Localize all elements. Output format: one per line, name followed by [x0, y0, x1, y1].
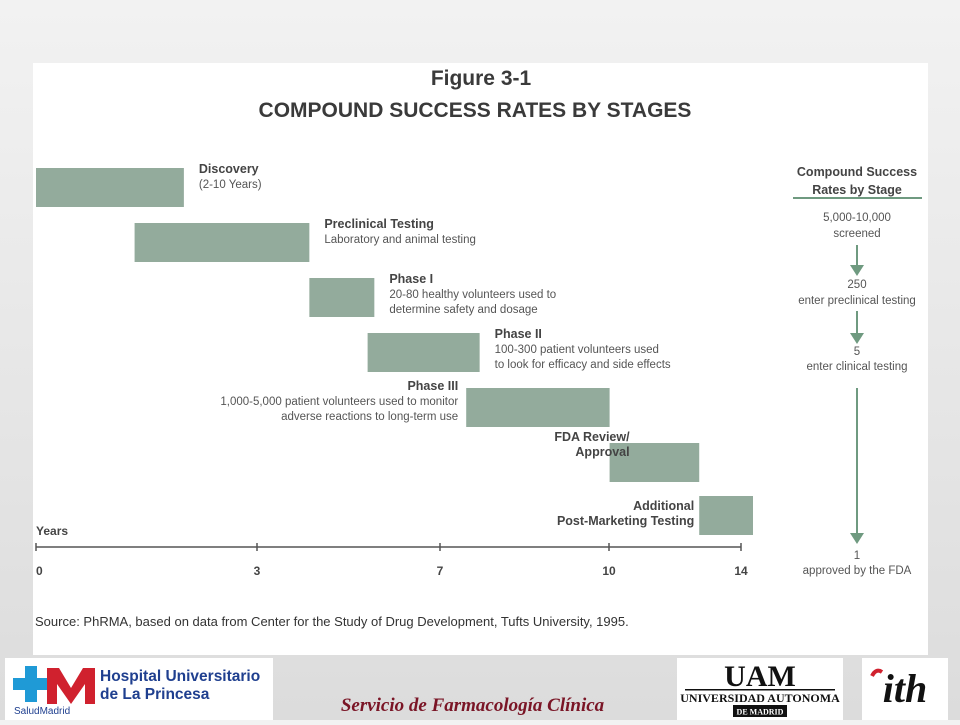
stage-label-3-1: 100-300 patient volunteers used [495, 344, 659, 356]
hospital-logo: Hospital Universitario de La Princesa Sa… [5, 658, 273, 720]
years-axis: Years 0 3 7 10 14 [35, 524, 748, 578]
stage-bar-2 [309, 278, 375, 317]
ith-logo: ith [862, 658, 948, 720]
uam-name: UNIVERSIDAD AUTONOMA [680, 691, 840, 705]
stage-bar-6 [699, 496, 753, 535]
uam-logo: UAM UNIVERSIDAD AUTONOMA DE MADRID [677, 658, 843, 720]
rates-title-1: Rates by Stage [812, 183, 902, 197]
figure-title: Figure 3-1 [431, 67, 532, 90]
rate-value-1: 250 [847, 279, 866, 291]
rate-arrow-head-1 [850, 333, 864, 344]
stage-label-0-1: (2-10 Years) [199, 179, 262, 191]
stage-label-4-0: Phase III [407, 379, 458, 393]
uam-letters: UAM [724, 660, 796, 693]
success-rates-panel: Compound Success Rates by Stage 5,000-10,0… [793, 165, 922, 577]
axis-label: Years [36, 524, 68, 538]
rate-value-0: 5,000-10,000 [823, 212, 891, 224]
axis-tick-label-10: 10 [602, 564, 616, 578]
stage-label-1-0: Preclinical Testing [324, 217, 434, 231]
stage-bar-0 [36, 168, 184, 207]
uam-subtitle: DE MADRID [737, 708, 784, 717]
rate-value-3: 1 [854, 550, 860, 562]
stage-bars: Discovery (2-10 Years) Preclinical Testing… [36, 162, 753, 535]
axis-tick-label-3: 3 [254, 564, 261, 578]
hospital-name: Hospital Universitario de La Princesa [100, 668, 261, 703]
compound-success-chart: Figure 3-1 COMPOUND SUCCESS RATES BY STA… [35, 67, 922, 629]
stage-label-0-0: Discovery [199, 162, 259, 176]
hospital-emblem-icon [13, 666, 95, 704]
stage-bar-1 [134, 223, 310, 262]
stage-bar-5 [609, 443, 700, 482]
stage-label-6-0: Additional [633, 499, 694, 513]
stage-label-6-1: Post-Marketing Testing [557, 514, 694, 528]
stage-bar-3 [367, 333, 480, 372]
stage-label-5-1: Approval [575, 445, 629, 459]
figure-panel: Figure 3-1 COMPOUND SUCCESS RATES BY STA… [33, 63, 928, 655]
stage-label-2-1: 20-80 healthy volunteers used to [389, 289, 556, 301]
stage-label-1-1: Laboratory and animal testing [324, 234, 476, 246]
footer: Hospital Universitario de La Princesa Sa… [0, 655, 960, 720]
rate-label-3: approved by the FDA [803, 565, 912, 577]
rate-arrow-head-2 [850, 533, 864, 544]
rate-value-2: 5 [854, 346, 860, 358]
stage-label-4-2: adverse reactions to long-term use [281, 411, 458, 423]
rate-arrow-head-0 [850, 265, 864, 276]
stage-label-2-2: determine safety and dosage [389, 304, 537, 316]
figure-source: Source: PhRMA, based on data from Center… [35, 614, 629, 629]
rate-label-1: enter preclinical testing [798, 295, 916, 307]
salud-madrid-label: SaludMadrid [14, 706, 71, 717]
figure-subtitle: COMPOUND SUCCESS RATES BY STAGES [259, 99, 692, 122]
rates-title-0: Compound Success [797, 165, 917, 179]
stage-label-2-0: Phase I [389, 272, 433, 286]
axis-tick-label-7: 7 [437, 564, 444, 578]
service-title: Servicio de Farmacología Clínica [340, 695, 605, 716]
uam-emblem-icon: UAM UNIVERSIDAD AUTONOMA DE MADRID [680, 660, 840, 717]
stage-label-3-2: to look for efficacy and side effects [495, 359, 671, 371]
stage-label-5-0: FDA Review/ [554, 430, 630, 444]
stage-bar-4 [466, 388, 610, 427]
ith-emblem-icon: ith [870, 666, 927, 711]
rate-label-2: enter clinical testing [807, 361, 908, 373]
ith-letters: ith [883, 666, 927, 711]
axis-tick-label-0: 0 [36, 564, 43, 578]
axis-tick-label-14: 14 [734, 564, 748, 578]
stage-label-3-0: Phase II [495, 327, 542, 341]
rate-label-0: screened [833, 228, 880, 240]
stage-label-4-1: 1,000-5,000 patient volunteers used to m… [220, 396, 458, 408]
